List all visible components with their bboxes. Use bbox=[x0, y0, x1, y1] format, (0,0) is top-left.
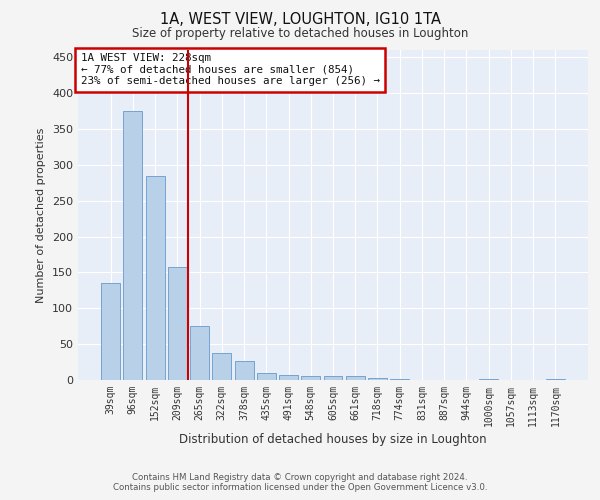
Bar bbox=[168, 268, 187, 380]
Bar bbox=[346, 376, 365, 380]
Bar bbox=[190, 326, 209, 380]
Text: Size of property relative to detached houses in Loughton: Size of property relative to detached ho… bbox=[132, 28, 468, 40]
Bar bbox=[279, 375, 298, 380]
Bar bbox=[235, 360, 254, 380]
X-axis label: Distribution of detached houses by size in Loughton: Distribution of detached houses by size … bbox=[179, 433, 487, 446]
Text: Contains HM Land Registry data © Crown copyright and database right 2024.
Contai: Contains HM Land Registry data © Crown c… bbox=[113, 473, 487, 492]
Bar bbox=[257, 373, 276, 380]
Bar bbox=[301, 376, 320, 380]
Bar bbox=[124, 111, 142, 380]
Text: 1A WEST VIEW: 228sqm
← 77% of detached houses are smaller (854)
23% of semi-deta: 1A WEST VIEW: 228sqm ← 77% of detached h… bbox=[80, 54, 380, 86]
Bar bbox=[101, 283, 120, 380]
Bar bbox=[146, 176, 164, 380]
Y-axis label: Number of detached properties: Number of detached properties bbox=[37, 128, 46, 302]
Bar bbox=[368, 378, 387, 380]
Text: 1A, WEST VIEW, LOUGHTON, IG10 1TA: 1A, WEST VIEW, LOUGHTON, IG10 1TA bbox=[160, 12, 440, 28]
Bar bbox=[323, 376, 343, 380]
Bar bbox=[212, 352, 231, 380]
